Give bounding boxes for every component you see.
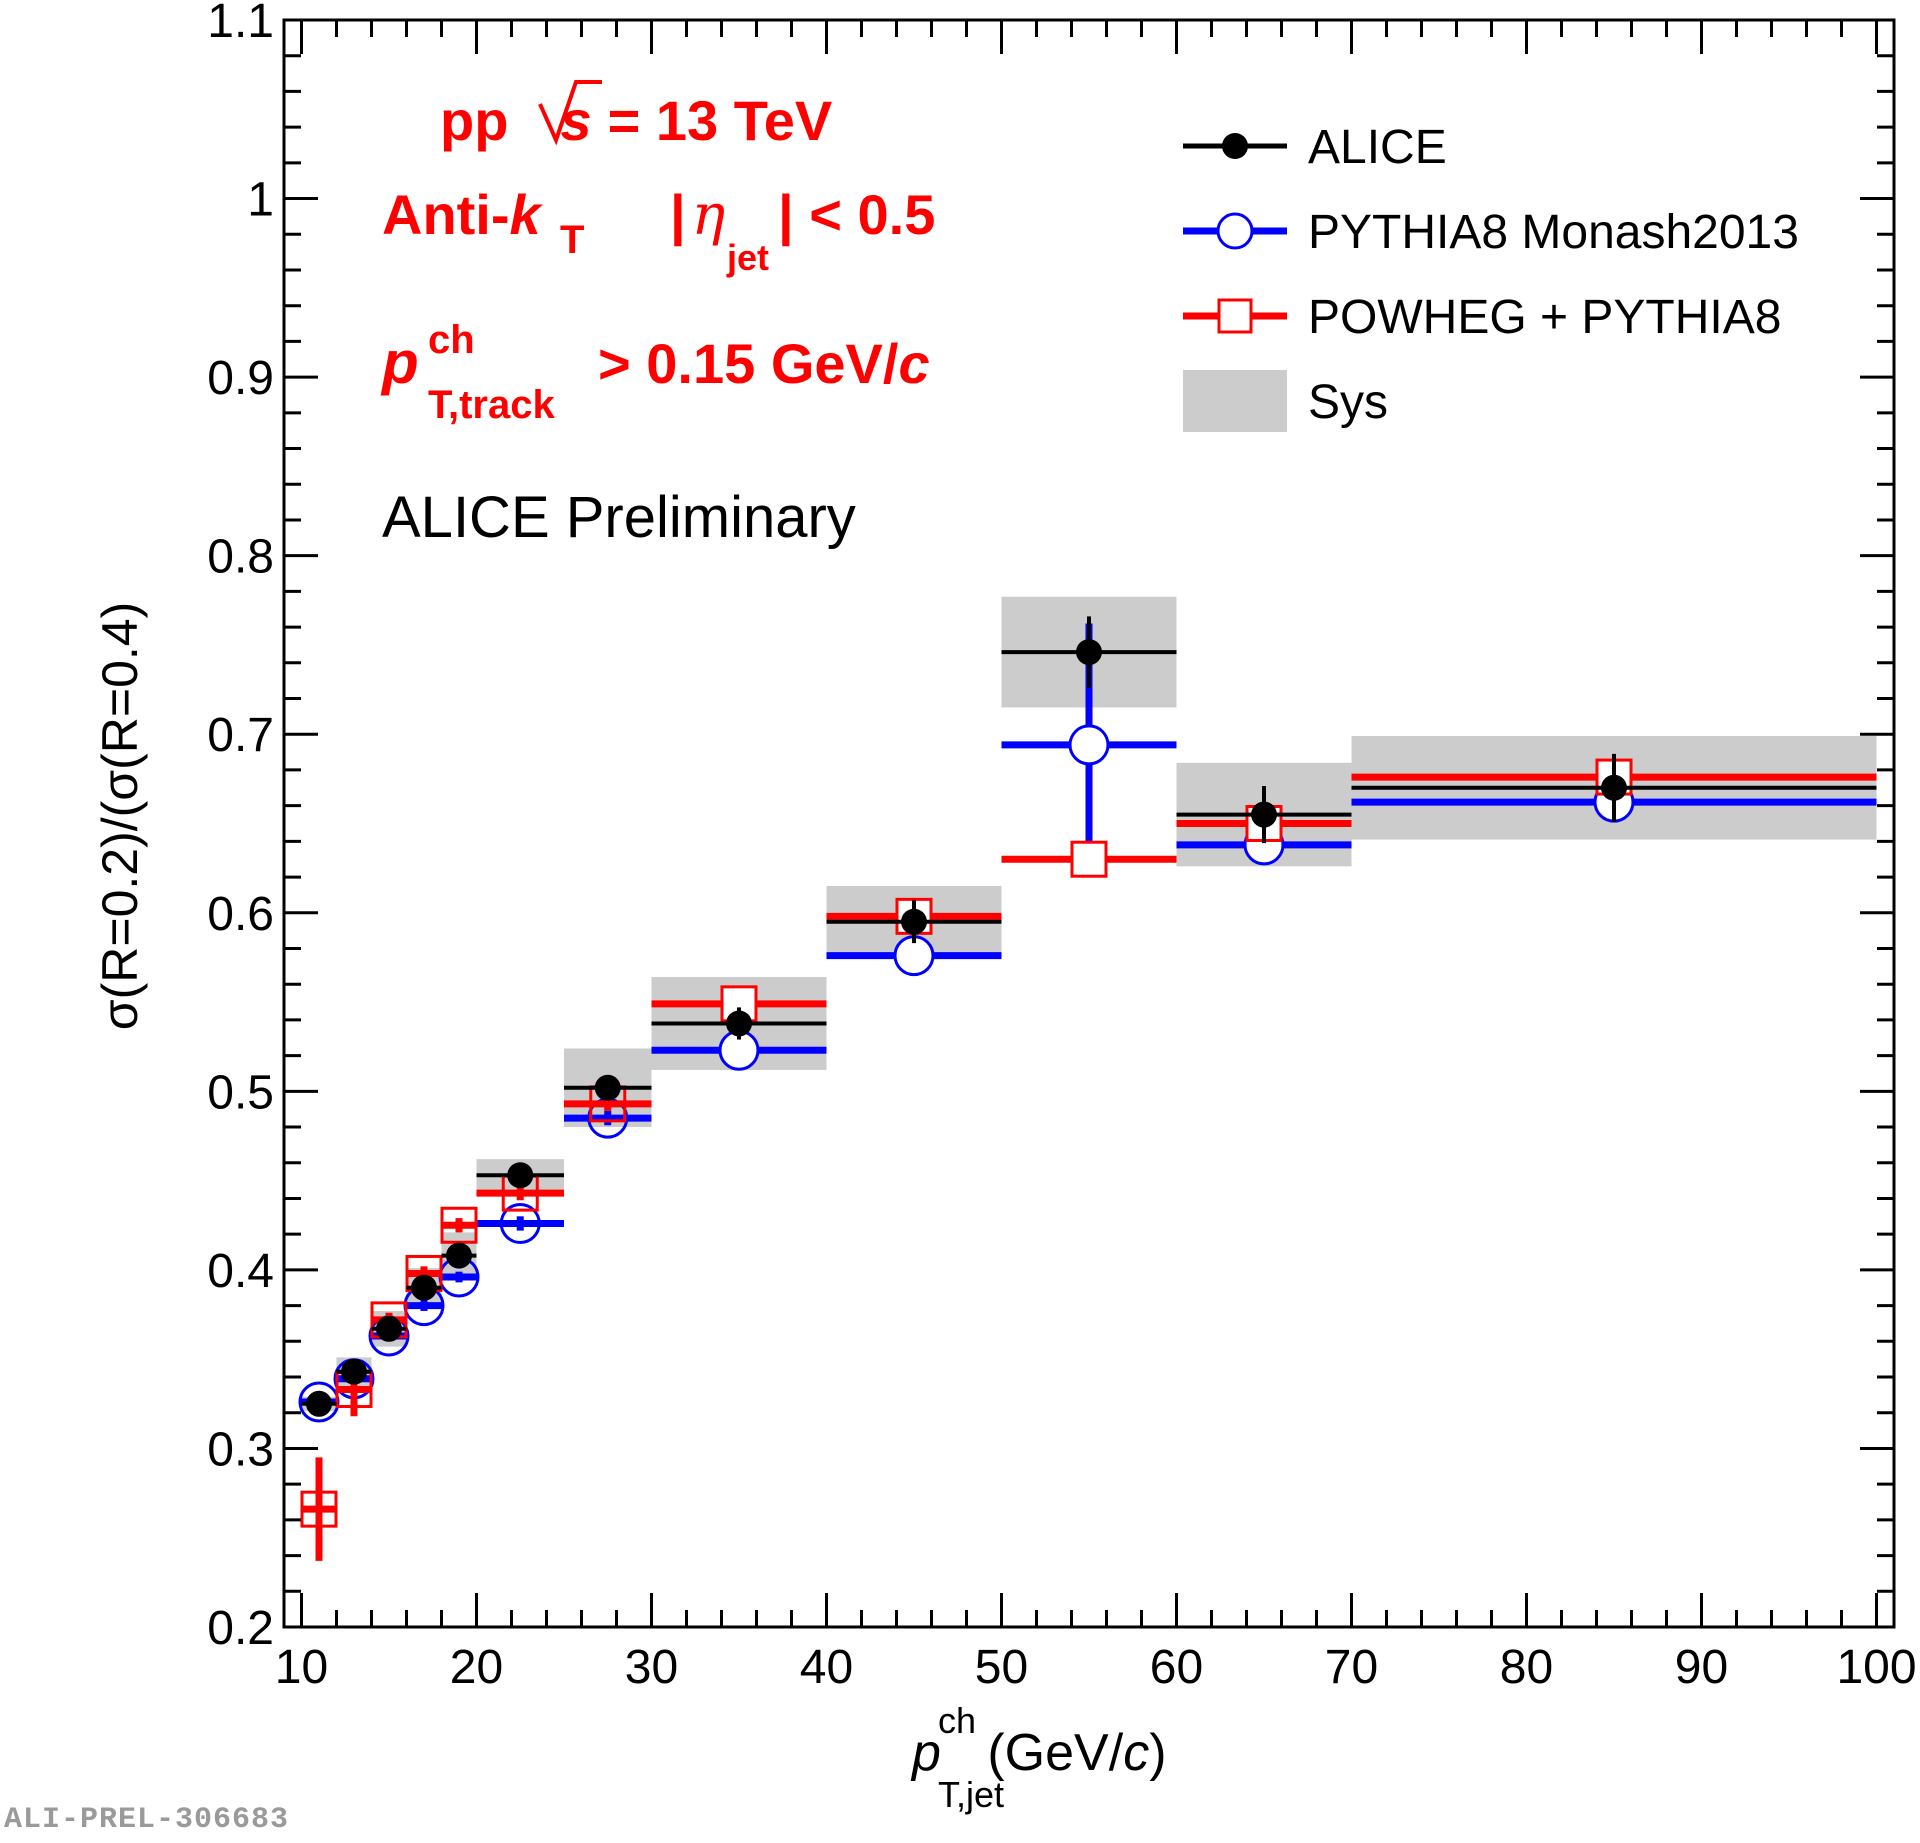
y-tick-label: 0.8	[207, 531, 274, 584]
y-tick-label: 0.4	[207, 1245, 274, 1298]
svg-text:|η: | η	[670, 183, 725, 248]
legend-entry-alice: ALICE	[1183, 121, 1447, 174]
x-tick-label: 100	[1836, 1641, 1916, 1694]
x-tick-label: 20	[450, 1641, 503, 1694]
data-point	[1076, 639, 1102, 666]
axis-ticks: 10 20 30 40 50 60 70 80 90 100 0.2 0.3 0.4 0.5 0.6 0.7 0…	[207, 0, 1916, 1694]
svg-text:ch: ch	[428, 318, 475, 362]
svg-text:T,jet: T,jet	[938, 1774, 1004, 1815]
plot-frame	[282, 18, 1896, 1629]
data-point	[411, 1274, 437, 1301]
sqrt-sign-icon	[538, 80, 602, 146]
data-point	[440, 1206, 478, 1244]
svg-text:p (GeV/c): p (GeV/c)	[910, 1724, 1167, 1782]
data-point	[300, 1490, 338, 1528]
svg-text:Anti-k: Anti-k	[382, 183, 544, 246]
data-series	[298, 616, 1877, 1561]
data-point	[726, 1010, 752, 1037]
legend-entry-powheg: POWHEG + PYTHIA8	[1183, 291, 1781, 344]
x-axis-label: p (GeV/c) ch T,jet	[910, 1700, 1167, 1815]
data-point	[306, 1390, 332, 1417]
x-tick-label: 80	[1500, 1641, 1553, 1694]
legend: ALICE PYTHIA8 Monash2013 POWHEG + PYTHIA…	[1183, 121, 1799, 432]
x-tick-label: 70	[1325, 1641, 1378, 1694]
y-tick-label: 0.2	[207, 1602, 274, 1655]
y-tick-label: 0.7	[207, 709, 274, 762]
data-point	[499, 1202, 541, 1244]
jet-algorithm-info: Anti-k T | η jet | < 0.5	[382, 183, 935, 278]
x-tick-label: 50	[975, 1641, 1028, 1694]
data-point	[1070, 840, 1108, 878]
data-point	[507, 1162, 534, 1189]
svg-text:Sys: Sys	[1308, 376, 1388, 429]
legend-entry-pythia: PYTHIA8 Monash2013	[1183, 206, 1799, 259]
y-tick-label: 0.5	[207, 1066, 274, 1119]
figure-id: ALI-PREL-306683	[4, 1803, 290, 1837]
y-tick-label: 0.3	[207, 1423, 274, 1476]
y-tick-label: 0.9	[207, 352, 274, 405]
data-point	[594, 1074, 621, 1101]
x-tick-label: 30	[625, 1641, 678, 1694]
y-axis-label: σ(R=0.2)/(σ(R=0.4)	[92, 602, 148, 1031]
data-point	[446, 1242, 472, 1269]
x-tick-label: 60	[1150, 1641, 1203, 1694]
x-tick-label: 10	[275, 1641, 328, 1694]
y-tick-label: 1.1	[207, 0, 274, 48]
svg-text:T: T	[560, 218, 584, 262]
collision-info: pp s = 13 TeV	[440, 80, 832, 152]
legend-entry-sys: Sys	[1183, 370, 1388, 432]
x-tick-label: 40	[800, 1641, 853, 1694]
x-tick-label: 90	[1675, 1641, 1728, 1694]
data-point	[901, 908, 927, 935]
y-tick-label: 1	[247, 174, 274, 227]
svg-text:PYTHIA8 Monash2013: PYTHIA8 Monash2013	[1308, 206, 1799, 259]
data-point	[341, 1358, 367, 1385]
data-point	[1601, 774, 1627, 801]
svg-text:pps= 13 TeV: pp s = 13 TeV	[440, 89, 832, 152]
svg-text:p: p	[380, 329, 419, 396]
svg-text:> 0.15 GeV/c: > 0.15 GeV/c	[598, 332, 930, 395]
y-tick-label: 0.6	[207, 888, 274, 941]
track-cut-info: p ch T,track > 0.15 GeV/c	[380, 318, 930, 427]
svg-text:POWHEG + PYTHIA8: POWHEG + PYTHIA8	[1308, 291, 1781, 344]
data-point	[1251, 801, 1277, 828]
data-point	[1068, 724, 1110, 766]
preliminary-label: ALICE Preliminary	[382, 485, 856, 550]
svg-text:T,track: T,track	[428, 383, 555, 427]
plot-border	[282, 18, 1896, 1629]
svg-text:ch: ch	[938, 1700, 976, 1741]
series-alice	[301, 616, 1877, 1417]
svg-text:jet: jet	[726, 237, 769, 278]
data-point	[376, 1315, 402, 1342]
svg-text:| < 0.5: | < 0.5	[778, 183, 935, 247]
svg-text:ALICE: ALICE	[1308, 121, 1447, 174]
